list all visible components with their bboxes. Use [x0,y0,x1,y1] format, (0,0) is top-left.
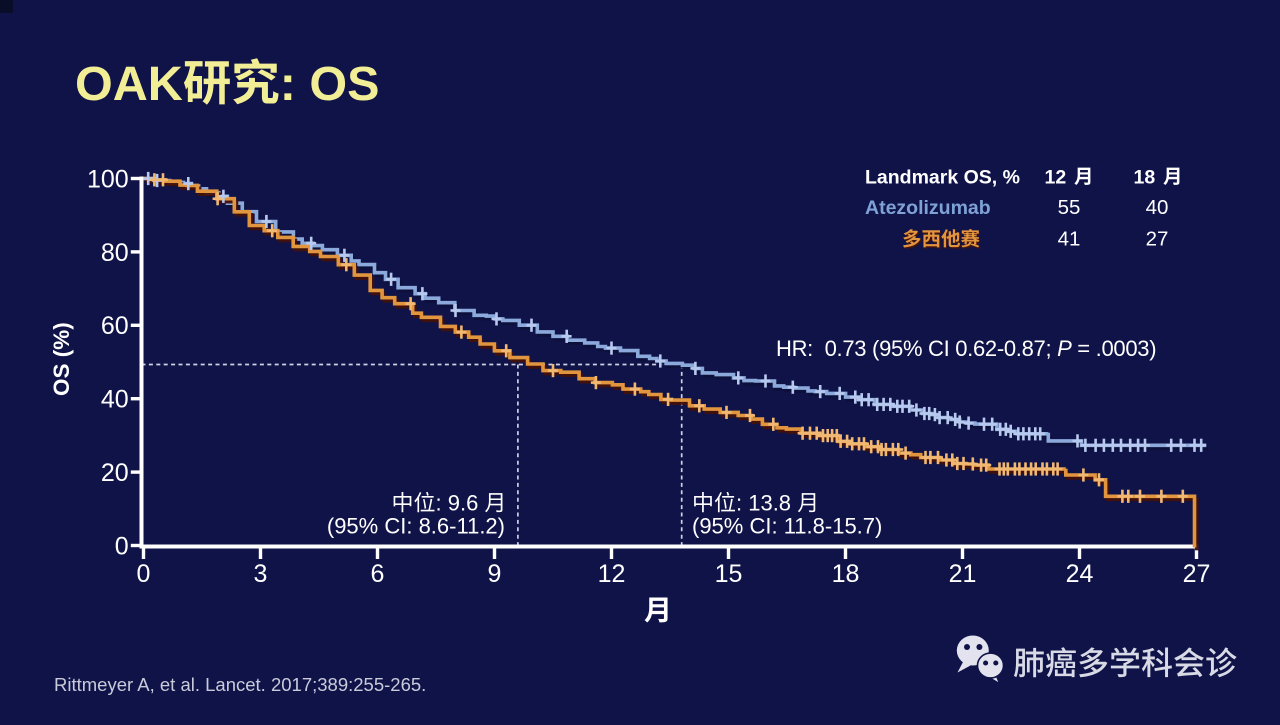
svg-text:40: 40 [1146,196,1169,219]
svg-text:18: 18 [832,560,860,588]
svg-text:15: 15 [715,560,743,588]
svg-text:OS (%): OS (%) [49,322,74,396]
svg-text:60: 60 [101,312,129,340]
svg-text:20: 20 [101,459,129,487]
svg-text:55: 55 [1058,196,1081,219]
svg-text:9: 9 [488,560,502,588]
svg-text:80: 80 [101,239,129,267]
svg-text:18: 18 [1134,166,1156,188]
svg-text:41: 41 [1058,228,1081,251]
svg-text:(95% CI: 11.8-15.7): (95% CI: 11.8-15.7) [692,514,882,539]
svg-text:27: 27 [1146,228,1169,251]
svg-text:0: 0 [115,532,129,560]
svg-text:Rittmeyer A, et al. Lancet. 20: Rittmeyer A, et al. Lancet. 2017;389:255… [54,674,426,695]
svg-text:6: 6 [371,560,385,588]
svg-text:24: 24 [1066,560,1094,588]
svg-text:Atezolizumab: Atezolizumab [865,197,991,219]
svg-text:Landmark OS, %: Landmark OS, % [865,166,1020,188]
svg-text:OAK: OAK [75,57,183,111]
svg-text:100: 100 [87,165,129,193]
svg-text:: 9.6: : 9.6 [436,491,485,516]
svg-text:3: 3 [254,560,268,588]
svg-text:27: 27 [1183,560,1211,588]
svg-text:0: 0 [137,560,151,588]
svg-text:21: 21 [949,560,977,588]
svg-text:12: 12 [1045,166,1067,188]
svg-text:: OS: : OS [280,57,380,111]
svg-text:12: 12 [598,560,626,588]
svg-text:40: 40 [101,386,129,414]
svg-text:HR: 0.73 (95% CI 0.62-0.87; P: HR: 0.73 (95% CI 0.62-0.87; P = .0003) [776,336,1156,361]
svg-text:(95% CI: 8.6-11.2): (95% CI: 8.6-11.2) [327,514,505,539]
svg-text:: 13.8: : 13.8 [736,491,797,516]
